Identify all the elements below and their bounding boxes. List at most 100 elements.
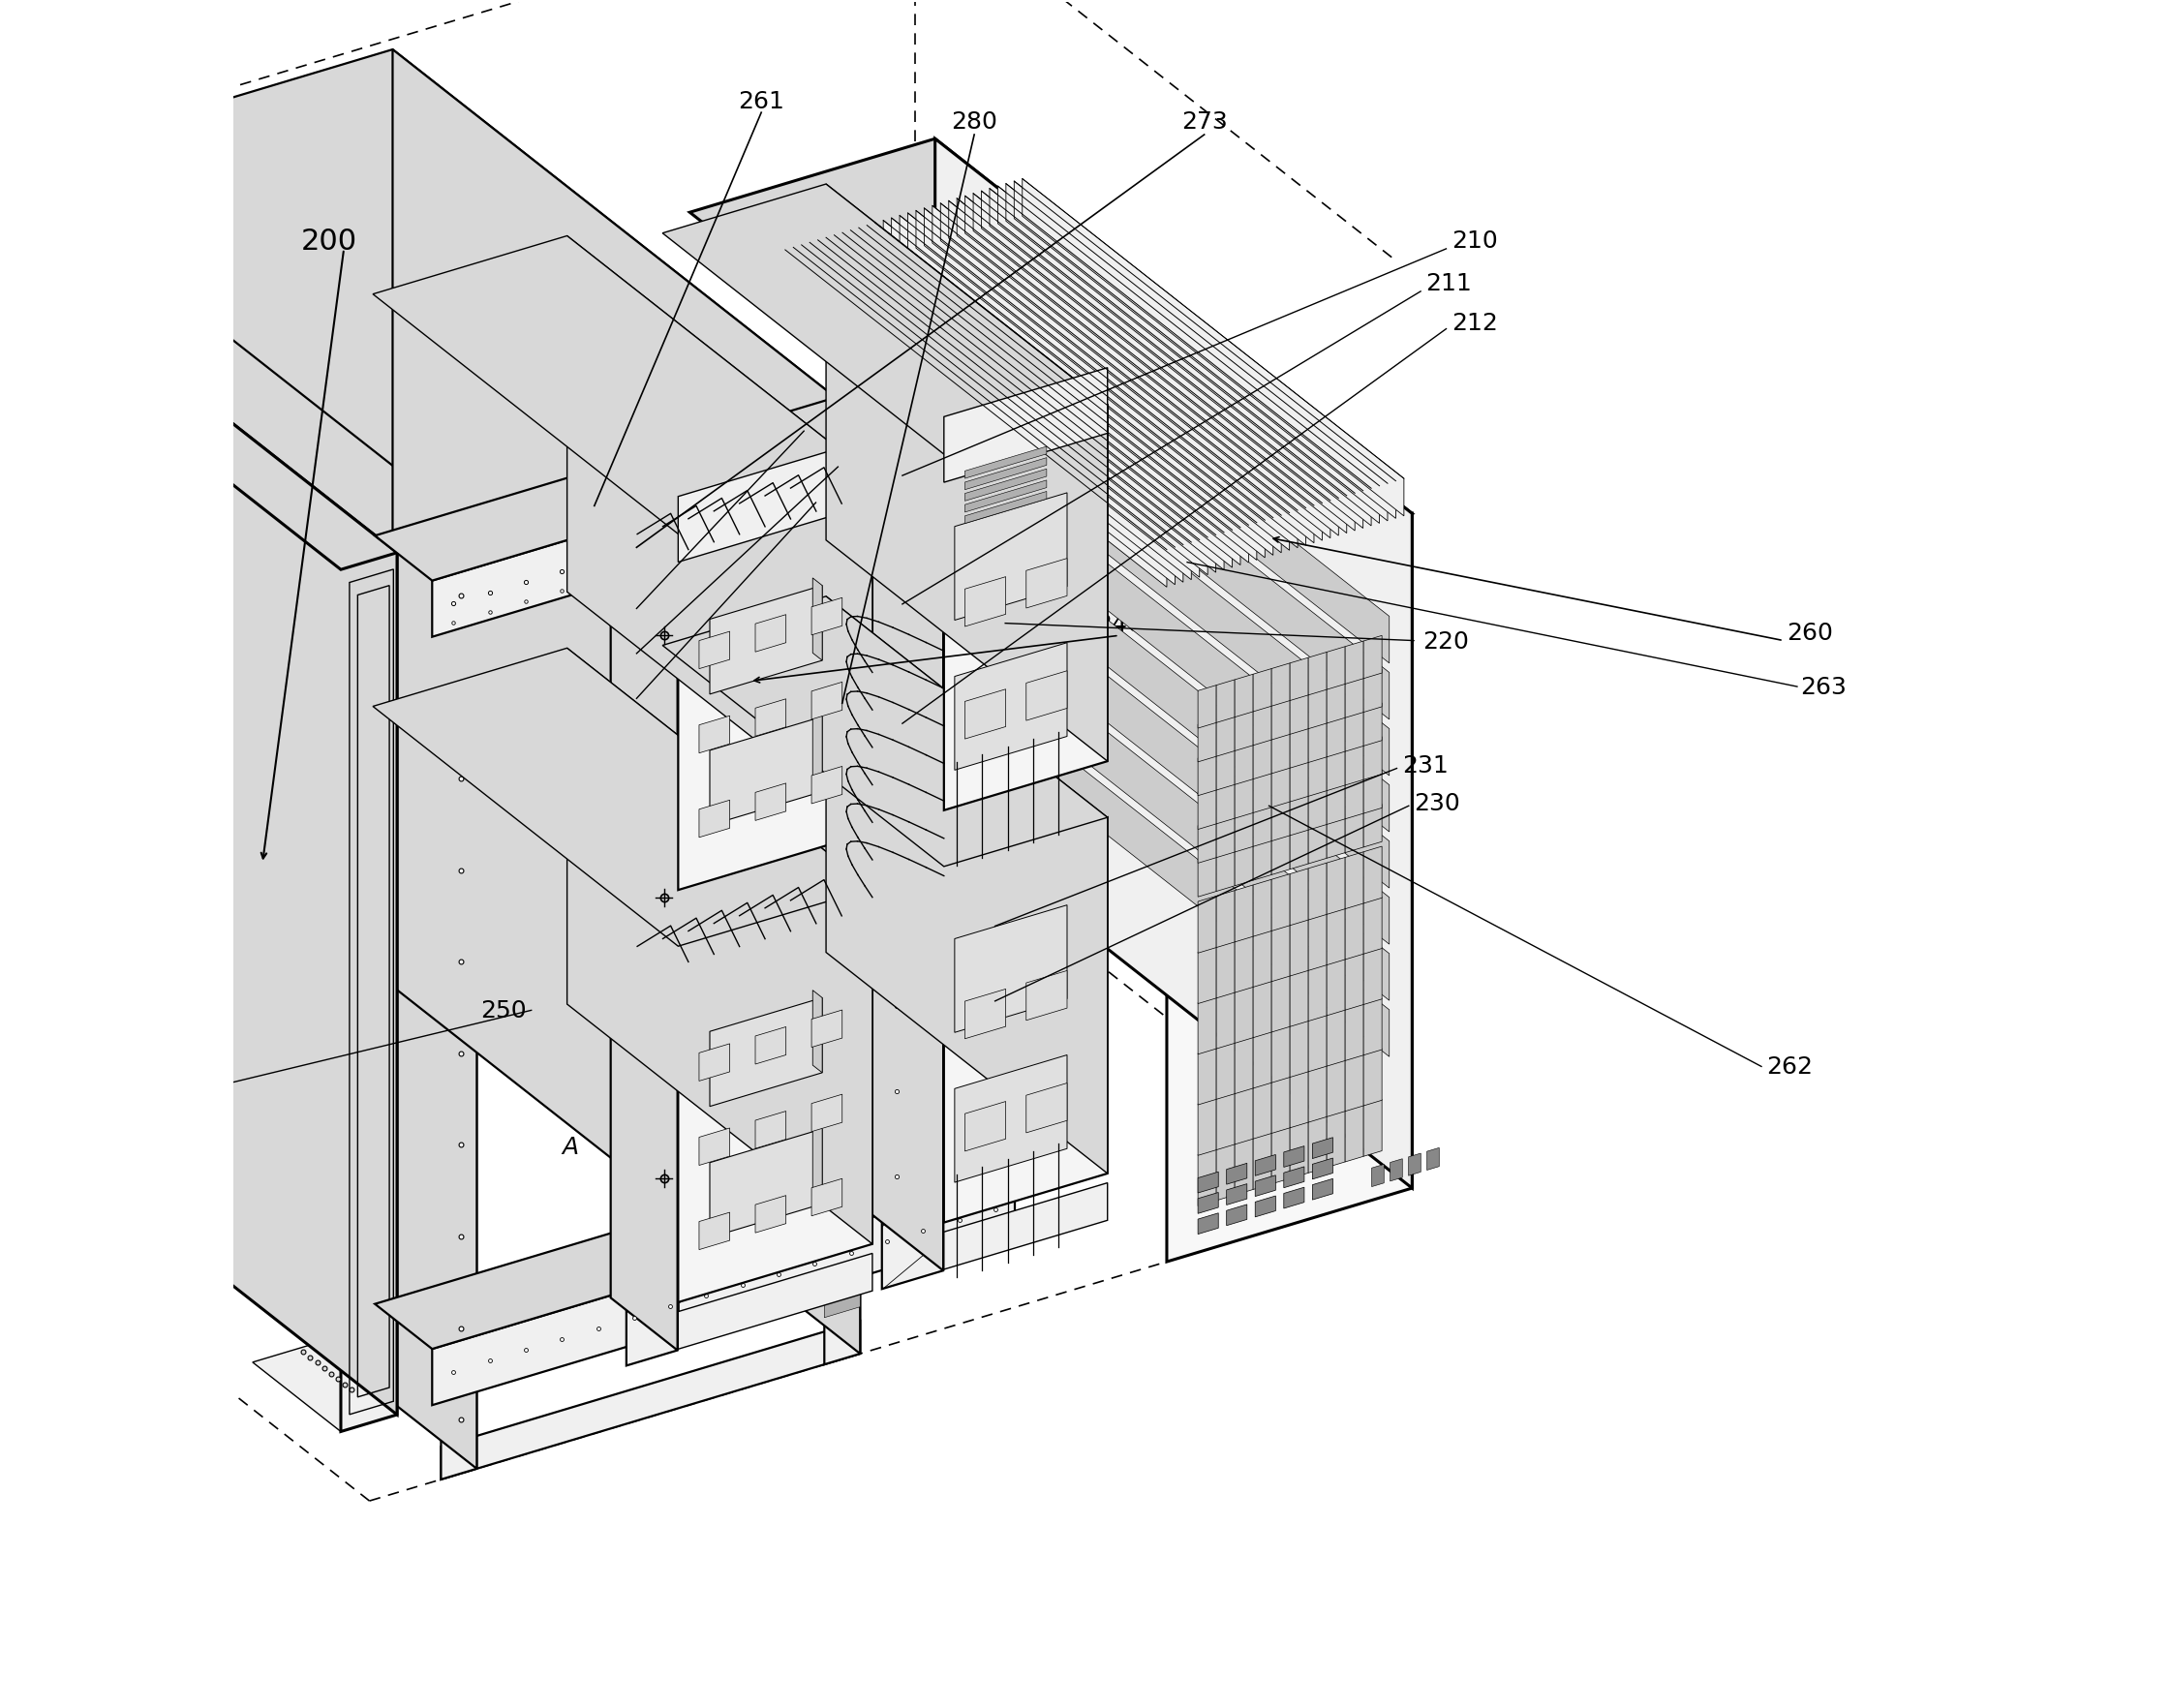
Polygon shape	[1326, 857, 1345, 915]
Polygon shape	[901, 217, 1280, 553]
Polygon shape	[959, 617, 1389, 1001]
Polygon shape	[375, 362, 1016, 581]
Polygon shape	[881, 919, 944, 975]
Polygon shape	[1309, 863, 1326, 921]
Polygon shape	[252, 1346, 397, 1431]
Polygon shape	[812, 767, 842, 804]
Polygon shape	[1289, 869, 1309, 926]
Polygon shape	[916, 212, 1298, 548]
Polygon shape	[1363, 738, 1382, 781]
Polygon shape	[1289, 658, 1309, 702]
Polygon shape	[1345, 852, 1363, 909]
Polygon shape	[1363, 804, 1382, 847]
Polygon shape	[825, 1199, 859, 1247]
Polygon shape	[1254, 1196, 1276, 1218]
Polygon shape	[825, 1269, 859, 1319]
Polygon shape	[1326, 1110, 1345, 1168]
Polygon shape	[1235, 1037, 1252, 1095]
Polygon shape	[786, 251, 1167, 588]
Polygon shape	[1309, 965, 1326, 1021]
Polygon shape	[814, 711, 822, 793]
Polygon shape	[825, 919, 859, 967]
Polygon shape	[1272, 664, 1289, 707]
Polygon shape	[1252, 837, 1272, 881]
Polygon shape	[1289, 1021, 1309, 1078]
Text: 273: 273	[1180, 111, 1228, 133]
Polygon shape	[1254, 1175, 1276, 1197]
Text: 270: 270	[764, 420, 809, 444]
Polygon shape	[627, 1276, 677, 1329]
Polygon shape	[825, 849, 859, 897]
Polygon shape	[1326, 1009, 1345, 1066]
Polygon shape	[944, 407, 1107, 811]
Text: 200: 200	[302, 227, 358, 254]
Polygon shape	[812, 1179, 842, 1216]
Polygon shape	[833, 236, 1215, 572]
Polygon shape	[1272, 731, 1289, 774]
Polygon shape	[825, 1129, 859, 1177]
Polygon shape	[1198, 1172, 1217, 1194]
Polygon shape	[1313, 1138, 1332, 1158]
Polygon shape	[1235, 844, 1252, 886]
Polygon shape	[972, 195, 1354, 531]
Polygon shape	[699, 632, 729, 670]
Polygon shape	[1272, 799, 1289, 842]
Polygon shape	[373, 649, 872, 946]
Polygon shape	[710, 586, 822, 695]
Polygon shape	[814, 579, 822, 661]
Text: A: A	[562, 1136, 579, 1158]
Text: 230: 230	[1415, 791, 1460, 815]
Polygon shape	[801, 246, 1183, 582]
Polygon shape	[679, 439, 872, 562]
Polygon shape	[1198, 854, 1217, 897]
Polygon shape	[1289, 726, 1309, 769]
Polygon shape	[1326, 647, 1345, 690]
Polygon shape	[948, 202, 1330, 538]
Polygon shape	[883, 220, 1265, 559]
Text: 262: 262	[1766, 1056, 1812, 1078]
Polygon shape	[1289, 1071, 1309, 1129]
Polygon shape	[875, 224, 1256, 560]
Polygon shape	[881, 668, 944, 722]
Polygon shape	[1289, 970, 1309, 1027]
Polygon shape	[679, 477, 872, 890]
Polygon shape	[432, 1175, 1016, 1406]
Polygon shape	[1289, 827, 1309, 869]
Polygon shape	[1198, 787, 1217, 830]
Polygon shape	[881, 793, 944, 849]
Polygon shape	[1217, 714, 1235, 757]
Polygon shape	[1007, 184, 1387, 521]
Polygon shape	[842, 234, 1224, 570]
Polygon shape	[1272, 1127, 1289, 1184]
Polygon shape	[1235, 775, 1252, 818]
Polygon shape	[1285, 1146, 1304, 1168]
Polygon shape	[1198, 685, 1217, 729]
Polygon shape	[827, 596, 1107, 1173]
Text: 250: 250	[480, 999, 525, 1023]
Polygon shape	[881, 1107, 944, 1163]
Polygon shape	[699, 1213, 729, 1250]
Polygon shape	[1326, 958, 1345, 1016]
Polygon shape	[662, 184, 1107, 454]
Text: 271: 271	[775, 492, 820, 514]
Polygon shape	[566, 237, 872, 832]
Polygon shape	[881, 982, 944, 1038]
Polygon shape	[566, 649, 872, 1243]
Polygon shape	[1226, 1163, 1248, 1185]
Polygon shape	[825, 1059, 859, 1107]
Polygon shape	[1235, 1138, 1252, 1196]
Polygon shape	[1252, 704, 1272, 746]
Text: 272: 272	[796, 456, 844, 480]
Polygon shape	[1309, 1117, 1326, 1173]
Polygon shape	[1235, 1088, 1252, 1144]
Polygon shape	[1198, 820, 1217, 864]
Polygon shape	[690, 140, 1413, 588]
Text: 231: 231	[1402, 753, 1447, 777]
Polygon shape	[1345, 1054, 1363, 1112]
Polygon shape	[881, 605, 944, 661]
Polygon shape	[959, 560, 1389, 945]
Polygon shape	[812, 683, 842, 719]
Polygon shape	[814, 991, 822, 1073]
Polygon shape	[1217, 748, 1235, 791]
Polygon shape	[1198, 1149, 1217, 1206]
